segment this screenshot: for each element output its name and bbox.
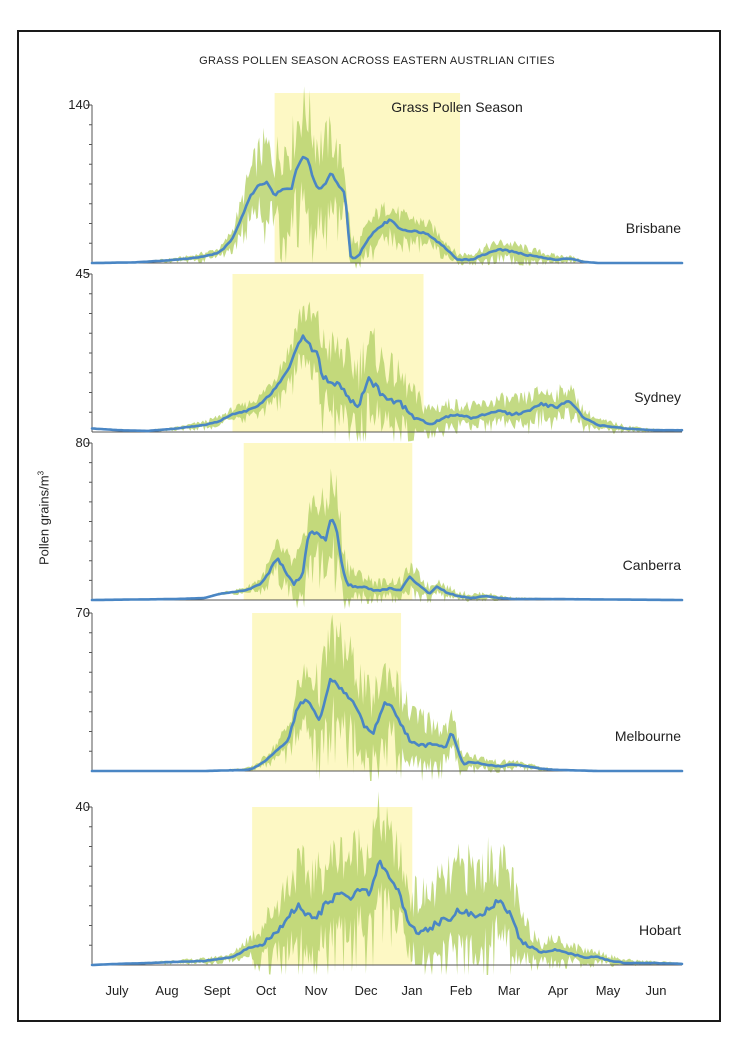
y-axis-label-text: Pollen grains/m [36, 475, 52, 566]
city-label-hobart: Hobart [638, 922, 681, 938]
series-line-canberra [90, 518, 684, 602]
y-max-label-sydney: 45 [75, 266, 90, 281]
y-axis-label: Pollen grains/m3 [36, 471, 51, 565]
series-line-layer [90, 155, 684, 967]
x-tick-label: Dec [354, 983, 378, 998]
city-label-brisbane: Brisbane [625, 220, 681, 236]
y-max-label-brisbane: 140 [68, 97, 90, 112]
x-tick-label: Jun [645, 983, 667, 998]
series-line-hobart [90, 859, 684, 967]
x-tick-label: Jan [401, 983, 423, 998]
x-tick-label: Sept [203, 983, 231, 998]
city-label-canberra: Canberra [622, 557, 681, 573]
x-tick-label: Aug [155, 983, 179, 998]
season-shading-layer [232, 93, 461, 965]
x-tick-label: Feb [449, 983, 473, 998]
city-label-sydney: Sydney [634, 389, 681, 405]
y-max-label-canberra: 80 [75, 435, 90, 450]
x-tick-label: Nov [304, 983, 328, 998]
x-tick-label: Oct [255, 983, 277, 998]
x-tick-label: July [105, 983, 129, 998]
y-max-label-hobart: 40 [75, 799, 90, 814]
x-tick-label: Mar [497, 983, 521, 998]
series-line-sydney [90, 334, 684, 433]
y-axis-label-superscript: 3 [36, 470, 46, 476]
city-label-melbourne: Melbourne [614, 728, 681, 744]
season-annotation: Grass Pollen Season [391, 99, 523, 115]
chart-title: GRASS POLLEN SEASON ACROSS EASTERN AUSTR… [199, 55, 555, 67]
y-max-label-melbourne: 70 [75, 605, 90, 620]
spread-band-melbourne [92, 614, 682, 781]
x-tick-label: Apr [547, 983, 569, 998]
x-tick-label: May [595, 983, 621, 998]
spread-band-hobart [92, 791, 682, 975]
series-line-brisbane [90, 155, 684, 265]
series-line-melbourne [90, 677, 684, 773]
